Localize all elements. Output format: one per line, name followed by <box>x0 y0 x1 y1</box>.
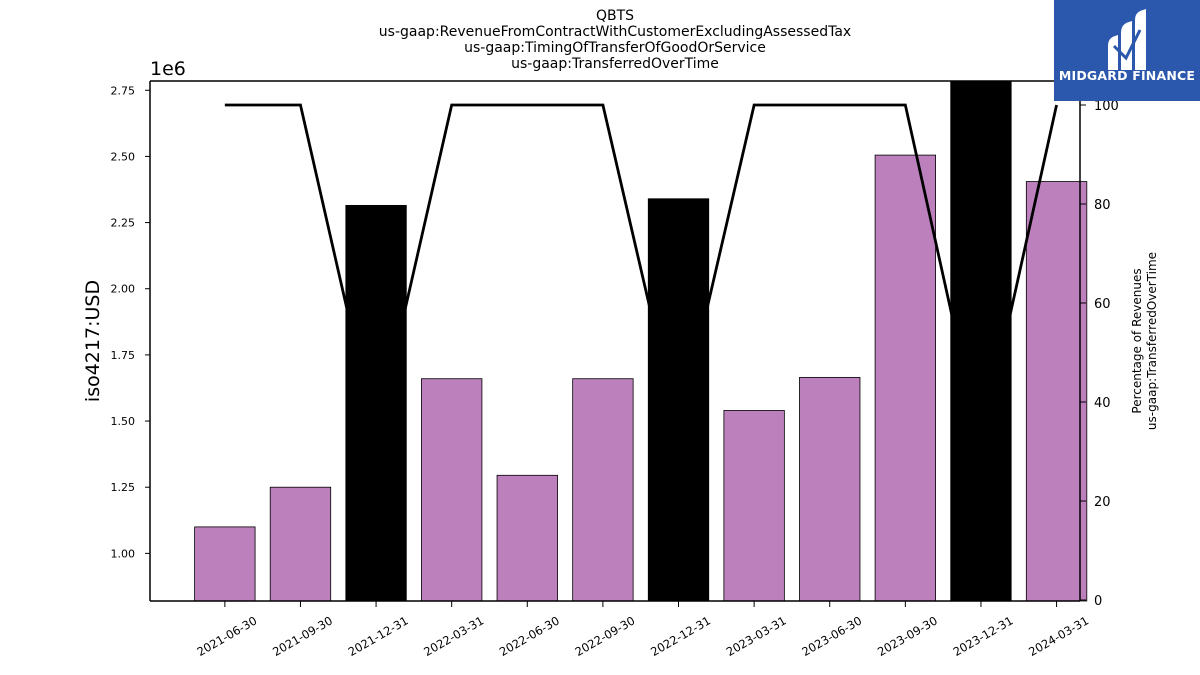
x-tick-label: 2021-12-31 <box>346 613 411 659</box>
bar-2023-03-31 <box>723 410 785 602</box>
x-tick-label: 2022-09-30 <box>573 613 638 659</box>
percentage-line <box>224 103 1058 447</box>
x-tick-label: 2023-12-31 <box>951 613 1016 659</box>
y-offset-label: 1e6 <box>150 58 186 80</box>
chart-subtitle-1: us-gaap:RevenueFromContractWithCustomerE… <box>378 24 852 40</box>
chart-subtitle-2: us-gaap:TimingOfTransferOfGoodOrService <box>464 40 766 56</box>
y-tick-label: 1.75 <box>111 349 136 362</box>
chart-subtitle-3: us-gaap:TransferredOverTime <box>511 56 719 72</box>
chart-title: QBTS <box>595 8 635 24</box>
x-tick-label: 2021-06-30 <box>194 613 259 659</box>
midgard-finance-logo: MIDGARD FINANCE <box>1054 0 1200 101</box>
x-tick-label: 2024-03-31 <box>1026 613 1091 659</box>
x-tick-label: 2022-06-30 <box>497 613 562 659</box>
y2-tick-label: 60 <box>1094 297 1111 312</box>
y2-tick-label: 0 <box>1094 594 1102 609</box>
bar-2021-12-31 <box>345 204 407 602</box>
bar-2021-06-30 <box>194 526 256 602</box>
x-tick-label: 2023-03-31 <box>724 613 789 659</box>
logo-mark-icon <box>1108 9 1146 70</box>
y2-axis-label-line-1: Percentage of Revenues <box>1130 268 1144 413</box>
x-tick-label: 2023-09-30 <box>875 613 940 659</box>
bar-2022-06-30 <box>496 474 558 602</box>
bar-2023-12-31 <box>950 80 1012 602</box>
y-tick-label: 2.00 <box>111 283 136 296</box>
y-tick-label: 2.75 <box>111 84 136 97</box>
bar-2022-12-31 <box>647 198 710 602</box>
y2-tick-label: 20 <box>1094 495 1111 510</box>
y2-tick-label: 40 <box>1094 396 1111 411</box>
x-tick-label: 2023-06-30 <box>799 613 864 659</box>
bar-2022-03-31 <box>421 378 483 602</box>
y-tick-label: 1.00 <box>111 547 136 560</box>
y2-axis-label-line-2: us-gaap:TransferredOverTime <box>1145 252 1159 430</box>
bar-2021-09-30 <box>269 486 332 602</box>
y-tick-label: 1.25 <box>111 481 136 494</box>
y-tick-label: 1.50 <box>111 415 136 428</box>
y2-tick-label: 80 <box>1094 198 1111 213</box>
x-tick-label: 2022-12-31 <box>648 613 713 659</box>
bar-2024-03-31 <box>1025 181 1088 602</box>
y-tick-label: 2.50 <box>111 150 136 163</box>
logo-text: MIDGARD FINANCE <box>1058 68 1196 83</box>
bar-2023-09-30 <box>874 154 936 602</box>
y-tick-label: 2.25 <box>111 217 136 230</box>
bar-2023-06-30 <box>799 376 861 602</box>
y2-tick-label: 100 <box>1094 99 1119 114</box>
x-tick-label: 2022-03-31 <box>421 613 486 659</box>
x-tick-label: 2021-09-30 <box>270 613 335 659</box>
bar-2022-09-30 <box>572 378 634 602</box>
y-axis-label: iso4217:USD <box>82 280 104 402</box>
